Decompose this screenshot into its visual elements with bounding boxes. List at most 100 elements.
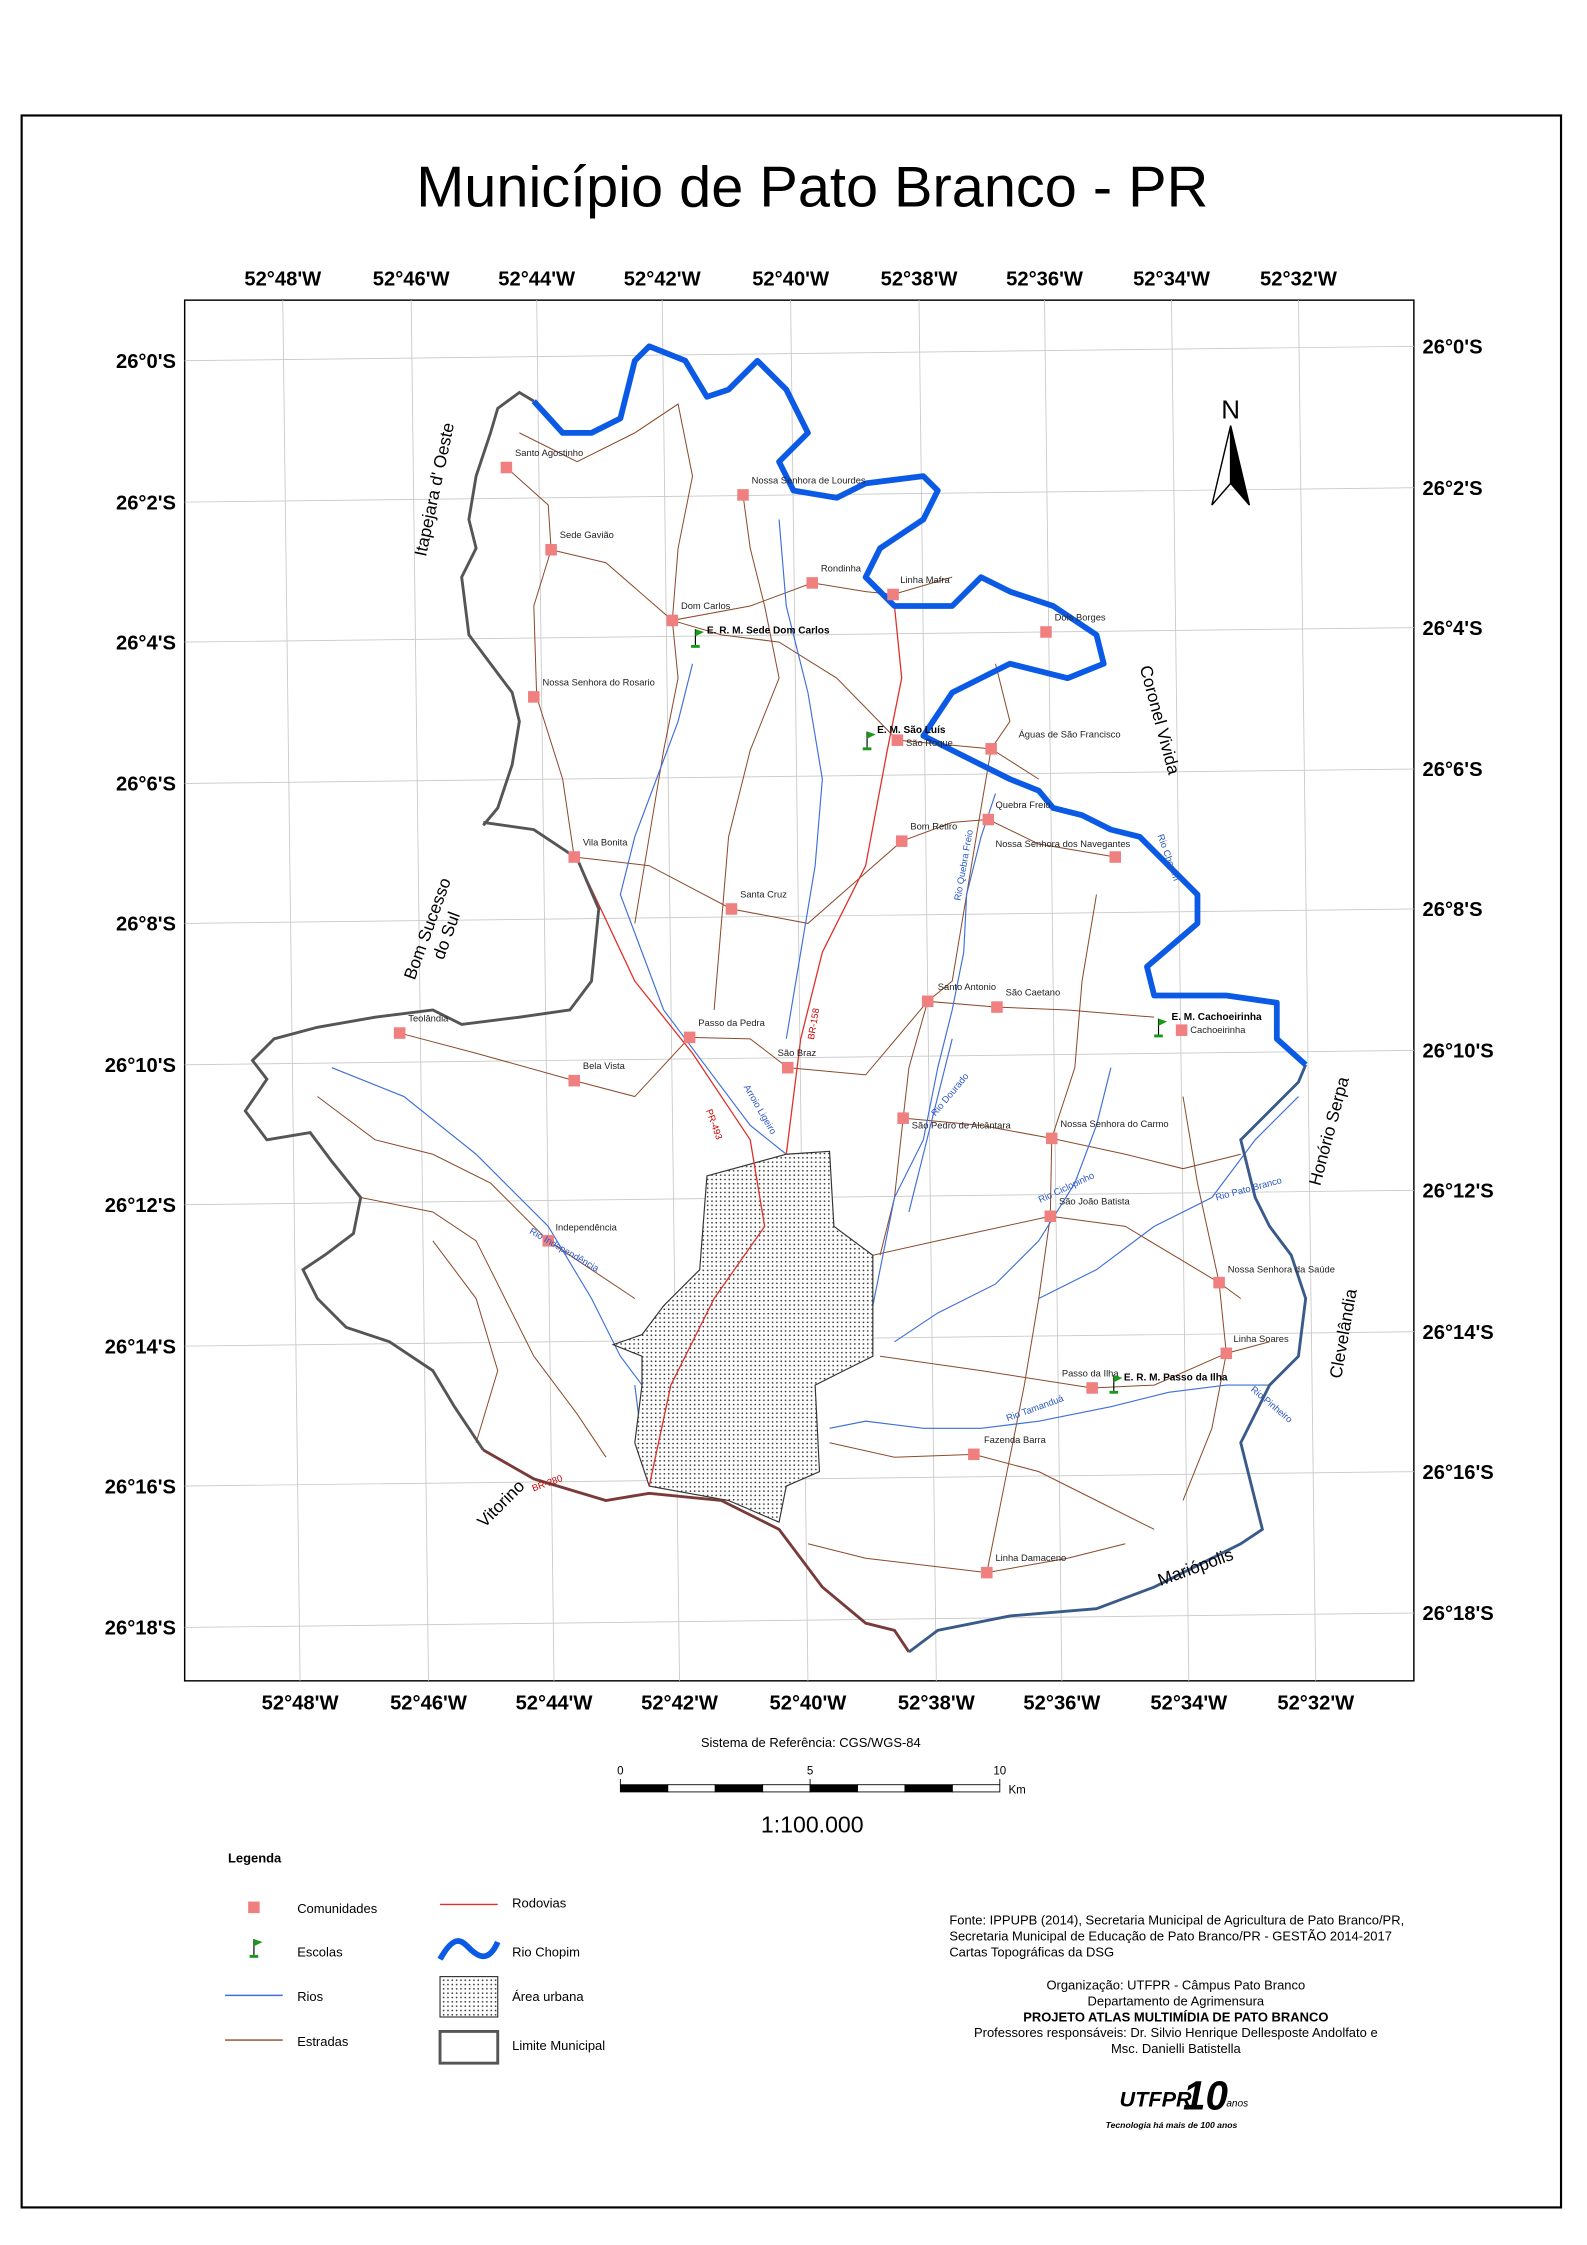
river (894, 1067, 1112, 1343)
community-marker (897, 1112, 909, 1124)
limit-vitorino (482, 1448, 911, 1653)
legend-label: Estradas (297, 2034, 349, 2049)
north-label: N (1221, 394, 1240, 424)
community-label: Nossa Senhora do Carmo (1060, 1119, 1168, 1129)
community-marker (968, 1448, 980, 1461)
community-label: Dom Carlos (681, 601, 731, 611)
road (519, 403, 694, 924)
lat-label-left: 26°8'S (116, 914, 176, 936)
river (331, 1067, 643, 1386)
river (619, 663, 787, 1155)
river (1038, 1096, 1299, 1300)
school-label: E. M. Cachoeirinha (1171, 1012, 1262, 1023)
school-flag (1158, 1018, 1168, 1026)
lon-label-top: 52°46'W (373, 269, 451, 291)
community-marker (725, 903, 738, 915)
lon-label-bottom: 52°48'W (262, 1693, 340, 1715)
parallel (184, 1612, 1414, 1628)
community-label: Linha Soares (1234, 1334, 1289, 1344)
limit-bom-sucesso (243, 820, 601, 1451)
meridian (536, 300, 555, 1681)
community-marker (528, 691, 540, 703)
community-marker (921, 995, 934, 1008)
lon-label-top: 52°34'W (1133, 269, 1211, 291)
school-base (1154, 1034, 1163, 1038)
community-label: Nossa Senhora do Rosario (542, 677, 654, 687)
lat-label-left: 26°12'S (105, 1195, 176, 1217)
lon-label-bottom: 52°34'W (1150, 1693, 1228, 1715)
parallel (184, 345, 1414, 362)
meridian (410, 300, 429, 1681)
community-marker (542, 1235, 555, 1247)
road (399, 1000, 1155, 1098)
community-label: Santo Agostinho (515, 448, 583, 458)
parallel (184, 1049, 1414, 1066)
community-label: São Braz (778, 1048, 817, 1058)
credit-organization: Msc. Danielli Batistella (1111, 2041, 1242, 2056)
credit-source: Secretaria Municipal de Educação de Pato… (949, 1929, 1392, 1944)
lat-label-right: 26°14'S (1423, 1322, 1494, 1344)
scale-segment (857, 1784, 906, 1793)
community-label: Fazenda Barra (984, 1435, 1047, 1445)
lon-label-top: 52°38'W (881, 269, 959, 291)
community-label: Quebra Freio (995, 800, 1050, 810)
community-label: Teolândia (408, 1014, 449, 1024)
community-label: Dois Borges (1055, 612, 1106, 622)
school-flag (867, 731, 876, 739)
lat-label-left: 26°4'S (116, 632, 176, 654)
community-label: São João Batista (1059, 1197, 1131, 1207)
lon-label-top: 52°44'W (498, 269, 576, 291)
school-label: E. M. São Luís (877, 725, 946, 736)
community-marker (895, 835, 908, 847)
school-base (862, 747, 872, 751)
community-marker (981, 1566, 993, 1579)
lon-label-bottom: 52°40'W (770, 1693, 848, 1715)
parallel (184, 908, 1414, 924)
community-marker (1175, 1024, 1188, 1036)
community-label: Nossa Senhora dos Navegantes (995, 839, 1130, 849)
lat-label-right: 26°12'S (1423, 1181, 1494, 1203)
credit-source: Cartas Topográficas da DSG (949, 1944, 1114, 1959)
school-flag (695, 629, 705, 637)
lat-label-right: 26°0'S (1423, 337, 1483, 359)
community-label: São Pedro de Alcântara (912, 1120, 1012, 1130)
legend-label: Comunidades (297, 1901, 378, 1916)
limit-east (908, 1064, 1308, 1654)
lon-label-top: 52°40'W (752, 269, 830, 291)
lat-label-right: 26°16'S (1423, 1462, 1494, 1484)
community-marker (500, 461, 513, 474)
scale-segment (951, 1784, 1001, 1793)
legend-limit (438, 2029, 500, 2065)
community-marker (982, 813, 995, 826)
credit-organization: Organização: UTFPR - Câmpus Pato Branco (1046, 1978, 1305, 1993)
meridian (1044, 300, 1063, 1681)
road (1182, 1096, 1227, 1501)
lon-label-top: 52°42'W (624, 269, 702, 291)
legend-school-flag (253, 1939, 263, 1947)
lat-label-left: 26°0'S (116, 351, 176, 373)
community-label: Cachoeirinha (1190, 1025, 1246, 1035)
community-marker (1045, 1132, 1058, 1145)
lon-label-top: 52°32'W (1260, 269, 1338, 291)
scale-segment (714, 1784, 764, 1793)
scale-tick-label: 5 (807, 1766, 813, 1778)
community-label: São Roque (906, 738, 953, 748)
community-marker (1044, 1210, 1057, 1223)
community-marker (568, 1074, 580, 1087)
urban-area (611, 1150, 874, 1523)
road (713, 494, 780, 1011)
credit-organization: PROJETO ATLAS MULTIMÍDIA DE PATO BRANCO (1023, 2009, 1328, 2024)
lat-label-right: 26°4'S (1423, 618, 1483, 640)
river (908, 1038, 953, 1213)
legend-label: Rodovias (512, 1895, 567, 1910)
lat-label-right: 26°10'S (1423, 1041, 1494, 1063)
community-label: Passo da Ilha (1062, 1368, 1120, 1378)
community-label: Rondinha (821, 563, 862, 573)
logo-anos: anos (1226, 2098, 1248, 2109)
legend-label: Rio Chopim (512, 1944, 580, 1959)
parallel (184, 768, 1414, 784)
scale-unit: Km (1008, 1784, 1025, 1796)
legend-chopim (437, 1938, 501, 1961)
credit-source: Fonte: IPPUPB (2014), Secretaria Municip… (949, 1913, 1404, 1928)
